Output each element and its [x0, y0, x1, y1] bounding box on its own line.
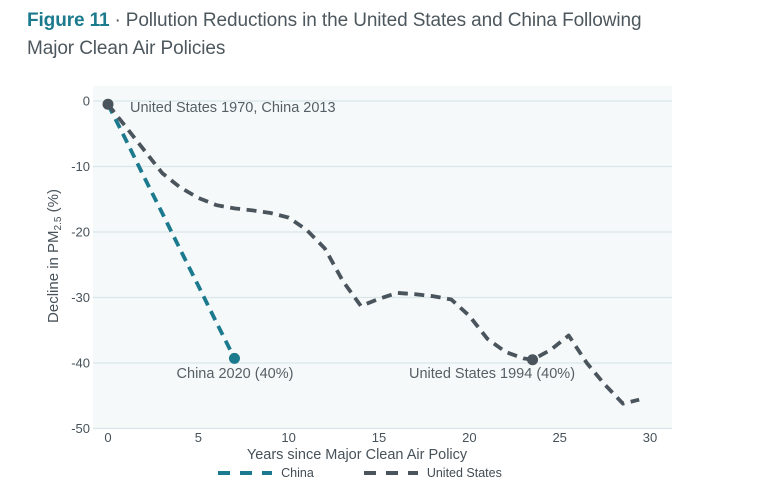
- marker-dot-china: [228, 352, 240, 364]
- plot-area: [93, 86, 672, 429]
- united-states-dashed-line-swatch: [363, 471, 418, 475]
- x-tick-label-10: 10: [281, 430, 295, 445]
- y-tick-label--30: -30: [71, 290, 90, 305]
- chart-legend: China United States: [0, 466, 720, 480]
- y-tick-label--50: -50: [71, 421, 90, 436]
- annotation-policy-start: United States 1970, China 2013: [130, 100, 336, 116]
- y-axis-title-subscript: 2.5: [53, 216, 64, 231]
- y-axis-title-pre: Decline in PM: [45, 230, 62, 323]
- y-tick-label-0: 0: [83, 94, 90, 109]
- x-tick-label-0: 0: [104, 430, 111, 445]
- marker-dot-united-states: [527, 354, 539, 366]
- legend-label-united-states: United States: [426, 466, 502, 480]
- x-tick-label-15: 15: [372, 430, 386, 445]
- y-tick-label--20: -20: [71, 225, 90, 240]
- legend-item-united-states: United States: [363, 466, 502, 480]
- y-tick-label--40: -40: [71, 356, 90, 371]
- y-axis-title-post: (%): [45, 189, 62, 217]
- china-dashed-line-swatch: [218, 471, 273, 475]
- y-tick-label--10: -10: [71, 159, 90, 174]
- marker-dot-start: [102, 98, 114, 110]
- x-tick-label-20: 20: [462, 430, 476, 445]
- title-separator: ·: [114, 10, 121, 31]
- figure-title-text: Pollution Reductions in the United State…: [27, 10, 642, 59]
- x-tick-label-5: 5: [195, 430, 202, 445]
- x-tick-label-30: 30: [643, 430, 657, 445]
- legend-label-china: China: [281, 466, 314, 480]
- annotation-china-endpoint: China 2020 (40%): [176, 366, 294, 382]
- x-tick-label-25: 25: [552, 430, 566, 445]
- y-axis-title: Decline in PM2.5 (%): [45, 156, 65, 356]
- figure-number-label: Figure 11: [27, 10, 110, 31]
- x-axis-title: Years since Major Clean Air Policy: [246, 447, 468, 463]
- annotation-us-endpoint: United States 1994 (40%): [408, 366, 576, 382]
- series-line-china: [106, 103, 237, 360]
- legend-item-china: China: [218, 466, 314, 480]
- figure-title: Figure 11 · Pollution Reductions in the Un…: [27, 7, 682, 63]
